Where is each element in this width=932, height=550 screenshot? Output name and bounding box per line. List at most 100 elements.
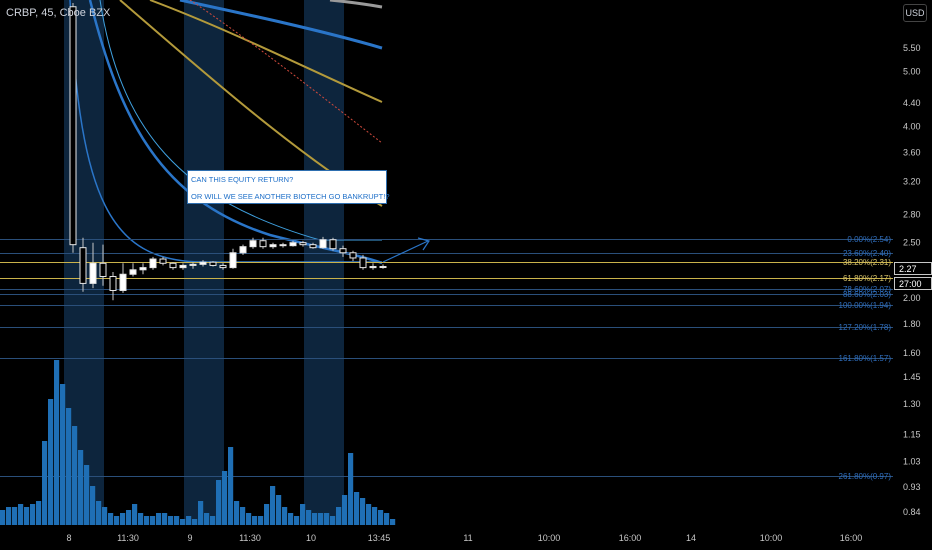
fib-level-label: 88.60%(2.03): [842, 289, 891, 299]
annotation-note[interactable]: CAN THIS EQUITY RETURN? OR WILL WE SEE A…: [187, 170, 390, 204]
volume-bar: [60, 384, 66, 525]
time-tick-label: 16:00: [619, 533, 642, 543]
price-tick-label: 1.15: [903, 429, 921, 439]
volume-bar: [192, 519, 198, 525]
candle-body: [179, 264, 187, 269]
time-axis: 8 11:30 9 11:30 10 13:45 11 10:00 16:00 14 10:00 16…: [66, 533, 862, 543]
volume-bar: [378, 510, 384, 525]
fib-retracement-lines: [0, 239, 893, 477]
price-tick-label: 2.80: [903, 210, 921, 220]
volume-bar: [324, 513, 330, 525]
candle-body: [239, 246, 247, 254]
volume-bar: [210, 516, 216, 525]
fib-level-label: 127.20%(1.78): [838, 322, 891, 332]
candle-body: [119, 273, 127, 291]
volume-bar: [24, 507, 30, 525]
time-tick-label: 11:30: [239, 533, 261, 543]
volume-bar: [150, 516, 156, 525]
fib-level-label: 78.60%(2.07): [842, 284, 891, 294]
fib-level-label: 161.80%(1.57): [838, 353, 891, 363]
symbol-title[interactable]: CRBP, 45, Cboe BZX: [6, 7, 111, 19]
volume-bar: [48, 399, 54, 525]
volume-bar: [348, 453, 354, 525]
volume-bar: [228, 447, 234, 525]
annotation-line-2: OR WILL WE SEE ANOTHER BIOTECH GO BANKRU…: [191, 192, 390, 201]
volume-bar: [276, 495, 282, 525]
time-tick-label: 10: [306, 533, 316, 543]
candle-body: [249, 240, 257, 248]
volume-bar: [264, 504, 270, 525]
volume-bar: [204, 513, 210, 525]
volume-bar: [180, 519, 186, 525]
moving-average-line: [99, 0, 382, 241]
volume-bar: [12, 507, 18, 525]
candle-body: [189, 263, 197, 266]
volume-bar: [294, 516, 300, 525]
price-tick-label: 2.00: [903, 293, 921, 303]
fib-level-label: 23.60%(2.40): [842, 248, 891, 258]
volume-bar: [138, 513, 144, 525]
volume-bar: [186, 516, 192, 525]
moving-average-line: [189, 0, 383, 144]
current-price-label: 2.27: [894, 262, 932, 275]
volume-bar: [174, 516, 180, 525]
price-tick-label: 2.50: [903, 238, 921, 248]
time-tick-label: 10:00: [538, 533, 561, 543]
volume-bar: [96, 501, 102, 525]
moving-average-line: [149, 0, 383, 103]
volume-bar: [366, 504, 372, 525]
candle-body: [99, 262, 107, 278]
annotation-line-1: CAN THIS EQUITY RETURN?: [191, 175, 294, 184]
price-tick-label: 3.20: [903, 177, 921, 187]
volume-bar: [270, 486, 276, 525]
candlestick-series: [69, 2, 387, 301]
candle-body: [109, 276, 117, 291]
volume-bar: [360, 498, 366, 525]
volume-bar: [42, 441, 48, 525]
moving-average-line: [329, 0, 383, 9]
volume-bar: [18, 504, 24, 525]
fib-level-label: 38.20%(2.31): [842, 257, 891, 267]
volume-bar: [78, 450, 84, 525]
volume-bar: [216, 480, 222, 525]
volume-bar: [156, 513, 162, 525]
time-tick-label: 8: [66, 533, 71, 543]
time-tick-label: 9: [187, 533, 192, 543]
time-tick-label: 10:00: [760, 533, 783, 543]
candle-body: [269, 244, 277, 248]
volume-bar: [168, 516, 174, 525]
candle-body: [139, 267, 147, 271]
price-tick-label: 4.00: [903, 122, 921, 132]
volume-bars: [0, 360, 396, 525]
volume-bar: [246, 513, 252, 525]
candle-body: [319, 239, 327, 249]
projection-arrow-head: [417, 237, 430, 251]
candle-body: [129, 269, 137, 275]
volume-bar: [108, 513, 114, 525]
volume-bar: [312, 513, 318, 525]
fib-level-label: 100.00%(1.94): [838, 300, 891, 310]
price-tick-label: 5.50: [903, 43, 921, 53]
moving-average-line: [179, 0, 383, 50]
volume-bar: [198, 501, 204, 525]
candle-body: [229, 252, 237, 269]
candle-body: [259, 240, 267, 248]
candle-body: [219, 264, 227, 269]
candle-body: [279, 244, 287, 247]
candle-body: [309, 244, 317, 249]
price-tick-label: 3.60: [903, 148, 921, 158]
fib-level-label: 61.80%(2.17): [842, 273, 891, 283]
volume-bar: [234, 501, 240, 525]
currency-badge[interactable]: USD: [903, 4, 927, 22]
candle-body: [289, 242, 297, 247]
fib-level-label: 0.00%(2.54): [847, 234, 891, 244]
price-tick-label: 1.80: [903, 319, 921, 329]
price-tick-label: 1.30: [903, 399, 921, 409]
bar-countdown-label: 27:00: [894, 277, 932, 290]
volume-bar: [72, 426, 78, 525]
time-tick-label: 13:45: [368, 533, 391, 543]
volume-bar: [390, 519, 396, 525]
volume-bar: [114, 516, 120, 525]
projection-arrow: [382, 237, 430, 263]
